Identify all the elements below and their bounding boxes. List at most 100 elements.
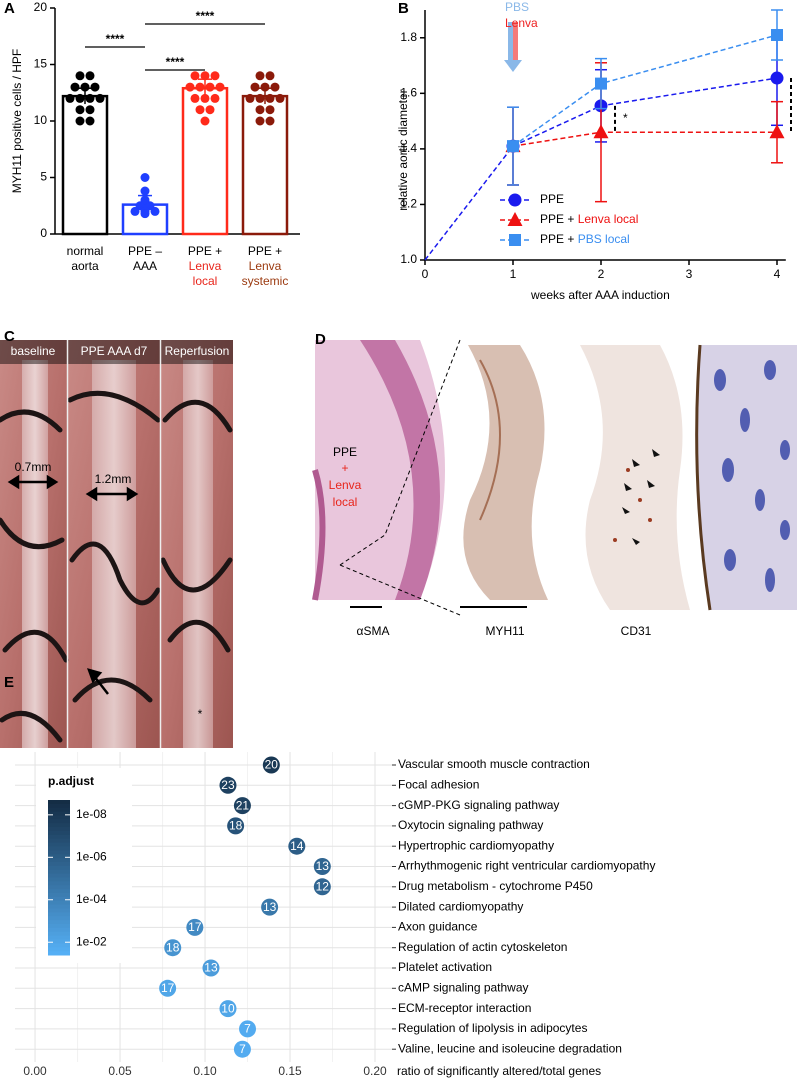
histology-panel-d	[312, 339, 797, 616]
colorbar-segment	[48, 869, 70, 875]
y-tick-label: Focal adhesion	[398, 777, 479, 791]
data-point	[80, 82, 90, 92]
bar	[61, 94, 109, 236]
dot	[239, 1020, 257, 1038]
x-tick-label: normal	[67, 244, 104, 258]
y-tick-label: Axon guidance	[398, 920, 478, 934]
colorbar-segment	[48, 858, 70, 863]
x-tick-label: 0.10	[193, 1064, 217, 1078]
colorbar-segment	[48, 803, 70, 809]
dot-label: 14	[290, 839, 304, 853]
data-point	[210, 93, 220, 103]
significance-label: ****	[196, 9, 215, 23]
marker	[507, 140, 519, 153]
y-tick-label: 5	[40, 170, 47, 184]
y-tick-label: Dilated cardiomyopathy	[398, 899, 523, 913]
dot-label: 21	[236, 798, 250, 812]
colorbar-segment	[48, 800, 70, 805]
data-point	[90, 82, 100, 92]
dot-label: 17	[188, 920, 202, 934]
dot	[159, 979, 177, 997]
data-point	[140, 209, 150, 219]
data-point	[275, 93, 285, 103]
dot-label: 13	[263, 900, 277, 914]
colorbar-segment	[48, 889, 70, 894]
dot	[219, 1000, 237, 1018]
x-tick-label: PPE –	[128, 244, 162, 258]
colorbar-segment	[48, 862, 70, 867]
data-point	[95, 93, 105, 103]
panel-label: B	[398, 0, 409, 17]
y-tick-label: 1.4	[400, 141, 417, 155]
bar	[241, 94, 289, 236]
colorbar-segment	[48, 834, 70, 840]
y-tick-label: Regulation of actin cytoskeleton	[398, 940, 567, 954]
colorbar-segment	[48, 850, 70, 855]
y-tick-label: Hypertrophic cardiomyopathy	[398, 838, 554, 852]
panel-label: E	[4, 674, 14, 691]
data-point	[190, 71, 200, 81]
x-tick-label: 0.00	[23, 1064, 47, 1078]
data-point	[255, 105, 265, 115]
dot	[202, 959, 220, 977]
colorbar-segment	[48, 916, 70, 921]
marker	[507, 212, 523, 226]
colorbar-segment	[48, 904, 70, 909]
dot-label: 17	[161, 981, 175, 995]
y-tick-label: Drug metabolism - cytochrome P450	[398, 879, 593, 893]
dot	[164, 939, 182, 957]
colorbar-segment	[48, 931, 70, 937]
data-point	[265, 116, 275, 126]
x-tick-label: 0.20	[363, 1064, 387, 1078]
y-tick-label: 20	[34, 0, 48, 14]
colorbar-segment	[48, 924, 70, 929]
data-point	[140, 186, 150, 196]
colorbar-segment	[48, 873, 70, 878]
marker: *	[198, 707, 203, 721]
colorbar-segment	[48, 893, 70, 898]
y-tick-label: ECM-receptor interaction	[398, 1001, 531, 1015]
data-point	[150, 206, 160, 216]
data-point	[250, 82, 260, 92]
colorbar-segment	[48, 885, 70, 890]
data-point	[65, 93, 75, 103]
y-tick-label: 10	[34, 113, 48, 127]
colorbar-segment	[48, 920, 70, 925]
arrow-shaft	[513, 22, 518, 62]
line	[424, 77, 778, 261]
arrow-head	[504, 60, 522, 72]
dot	[313, 858, 331, 875]
data-point	[70, 82, 80, 92]
marker	[771, 29, 783, 41]
significance-label: ****	[166, 55, 185, 69]
data-point	[265, 93, 275, 103]
dot-label: 7	[239, 1042, 246, 1056]
data-point	[255, 116, 265, 126]
photo-label: PPE AAA d7	[81, 344, 148, 358]
data-point	[205, 82, 215, 92]
y-tick-label: 1.0	[400, 252, 417, 266]
data-point	[245, 93, 255, 103]
marker	[508, 193, 522, 207]
photo-panel-c	[0, 340, 233, 748]
data-point	[75, 116, 85, 126]
colorbar-segment	[48, 865, 70, 871]
data-point	[265, 105, 275, 115]
line	[512, 34, 778, 147]
data-point	[215, 82, 225, 92]
colorbar-segment	[48, 815, 70, 820]
data-point	[205, 105, 215, 115]
x-tick-label: 2	[598, 267, 605, 281]
colorbar-segment	[48, 854, 70, 859]
colorbar-segment	[48, 881, 70, 886]
colorbar-segment	[48, 838, 70, 844]
colorbar-segment	[48, 823, 70, 828]
data-point	[260, 82, 270, 92]
photo-label: Reperfusion	[165, 344, 230, 358]
marker	[770, 71, 784, 85]
marker	[769, 124, 785, 139]
data-point	[200, 93, 210, 103]
colorbar-segment	[48, 912, 70, 917]
colorbar-segment	[48, 811, 70, 816]
